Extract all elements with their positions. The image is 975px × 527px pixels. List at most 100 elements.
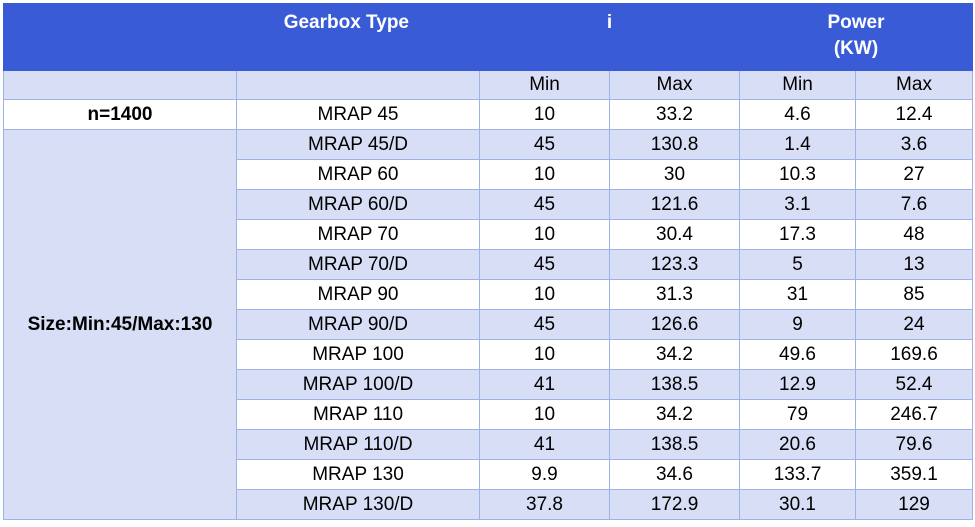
- subheader-row: Min Max Min Max: [3, 70, 973, 100]
- i-max-cell: 126.6: [609, 309, 740, 340]
- gearbox-type-header: Gearbox Type: [3, 3, 480, 71]
- gearbox-type-cell: MRAP 110/D: [236, 429, 480, 460]
- power-max-cell: 246.7: [855, 399, 973, 430]
- power-min-cell: 30.1: [739, 489, 856, 520]
- speed-label: n=1400: [3, 99, 237, 130]
- i-max-cell: 34.2: [609, 339, 740, 370]
- gearbox-type-cell: MRAP 100/D: [236, 369, 480, 400]
- i-max-cell: 130.8: [609, 129, 740, 160]
- table-row: MRAP 130/D 37.8 172.9 30.1 129: [4, 489, 973, 520]
- power-min-header: Min: [739, 70, 856, 100]
- table-row: MRAP 100 10 34.2 49.6 169.6: [4, 339, 973, 370]
- i-min-cell: 45: [479, 129, 610, 160]
- table-row: n=1400 MRAP 45 10 33.2 4.6 12.4: [3, 99, 973, 130]
- power-min-cell: 133.7: [739, 459, 856, 490]
- table-row: Size:Min:45/Max:130 MRAP 45/D 45 130.8 1.4 3.…: [3, 129, 973, 520]
- gearbox-type-cell: MRAP 90/D: [236, 309, 480, 340]
- power-header-label: Power: [827, 12, 885, 33]
- i-min-cell: 9.9: [479, 459, 610, 490]
- gearbox-spec-table: Gearbox Type i Power (KW) Min Max Min Ma…: [3, 3, 973, 520]
- gearbox-type-cell: MRAP 60/D: [236, 189, 480, 220]
- power-max-cell: 13: [855, 249, 973, 280]
- i-max-cell: 30: [609, 159, 740, 190]
- power-min-cell: 12.9: [739, 369, 856, 400]
- table-row: MRAP 100/D 41 138.5 12.9 52.4: [4, 369, 973, 400]
- power-min-cell: 31: [739, 279, 856, 310]
- table-row: MRAP 60 10 30 10.3 27: [4, 159, 973, 190]
- table-row: MRAP 110/D 41 138.5 20.6 79.6: [4, 429, 973, 460]
- power-header-unit: (KW): [833, 38, 879, 59]
- i-max-cell: 33.2: [609, 99, 740, 130]
- table-row: MRAP 60/D 45 121.6 3.1 7.6: [4, 189, 973, 220]
- gearbox-type-cell: MRAP 70/D: [236, 249, 480, 280]
- power-max-cell: 7.6: [855, 189, 973, 220]
- header-row: Gearbox Type i Power (KW): [3, 3, 973, 71]
- power-max-cell: 359.1: [855, 459, 973, 490]
- i-min-cell: 41: [479, 369, 610, 400]
- i-min-cell: 10: [479, 219, 610, 250]
- i-max-cell: 34.2: [609, 399, 740, 430]
- table-row: MRAP 130 9.9 34.6 133.7 359.1: [4, 459, 973, 490]
- power-max-cell: 27: [855, 159, 973, 190]
- i-max-cell: 31.3: [609, 279, 740, 310]
- table-body: n=1400 MRAP 45 10 33.2 4.6 12.4 Size:Min:45/Ma…: [3, 99, 973, 520]
- gearbox-type-cell: MRAP 90: [236, 279, 480, 310]
- i-max-cell: 123.3: [609, 249, 740, 280]
- i-min-cell: 10: [479, 159, 610, 190]
- power-max-cell: 52.4: [855, 369, 973, 400]
- i-max-cell: 172.9: [609, 489, 740, 520]
- i-max-cell: 121.6: [609, 189, 740, 220]
- power-min-cell: 3.1: [739, 189, 856, 220]
- power-min-cell: 4.6: [739, 99, 856, 130]
- power-min-cell: 5: [739, 249, 856, 280]
- size-label: Size:Min:45/Max:130: [3, 129, 237, 520]
- gearbox-type-cell: MRAP 45: [236, 99, 480, 130]
- i-min-header: Min: [479, 70, 610, 100]
- subheader-blank: [236, 70, 480, 100]
- i-max-cell: 30.4: [609, 219, 740, 250]
- i-min-cell: 10: [479, 339, 610, 370]
- power-min-cell: 49.6: [739, 339, 856, 370]
- power-min-cell: 79: [739, 399, 856, 430]
- power-max-cell: 24: [855, 309, 973, 340]
- power-max-cell: 79.6: [855, 429, 973, 460]
- table-row: MRAP 90/D 45 126.6 9 24: [4, 309, 973, 340]
- i-min-cell: 45: [479, 189, 610, 220]
- power-min-cell: 10.3: [739, 159, 856, 190]
- power-min-cell: 1.4: [739, 129, 856, 160]
- power-min-cell: 17.3: [739, 219, 856, 250]
- gearbox-type-cell: MRAP 100: [236, 339, 480, 370]
- i-max-cell: 34.6: [609, 459, 740, 490]
- power-max-cell: 85: [855, 279, 973, 310]
- power-max-header: Max: [855, 70, 973, 100]
- power-min-cell: 9: [739, 309, 856, 340]
- i-max-cell: 138.5: [609, 429, 740, 460]
- gearbox-type-cell: MRAP 60: [236, 159, 480, 190]
- i-min-cell: 45: [479, 309, 610, 340]
- i-min-cell: 45: [479, 249, 610, 280]
- gearbox-type-cell: MRAP 110: [236, 399, 480, 430]
- i-max-cell: 138.5: [609, 369, 740, 400]
- power-header: Power (KW): [739, 3, 973, 71]
- power-min-cell: 20.6: [739, 429, 856, 460]
- i-min-cell: 41: [479, 429, 610, 460]
- gearbox-type-cell: MRAP 130/D: [236, 489, 480, 520]
- i-min-cell: 37.8: [479, 489, 610, 520]
- power-max-cell: 129: [855, 489, 973, 520]
- gearbox-type-cell: MRAP 130: [236, 459, 480, 490]
- i-max-header: Max: [609, 70, 740, 100]
- i-min-cell: 10: [479, 399, 610, 430]
- i-min-cell: 10: [479, 99, 610, 130]
- gearbox-type-cell: MRAP 45/D: [236, 129, 480, 160]
- table-row: MRAP 70 10 30.4 17.3 48: [4, 219, 973, 250]
- gearbox-type-cell: MRAP 70: [236, 219, 480, 250]
- power-max-cell: 169.6: [855, 339, 973, 370]
- i-min-cell: 10: [479, 279, 610, 310]
- subheader-blank: [3, 70, 237, 100]
- power-max-cell: 3.6: [855, 129, 973, 160]
- table-row: MRAP 110 10 34.2 79 246.7: [4, 399, 973, 430]
- i-header: i: [479, 3, 740, 71]
- table-row: MRAP 90 10 31.3 31 85: [4, 279, 973, 310]
- power-max-cell: 48: [855, 219, 973, 250]
